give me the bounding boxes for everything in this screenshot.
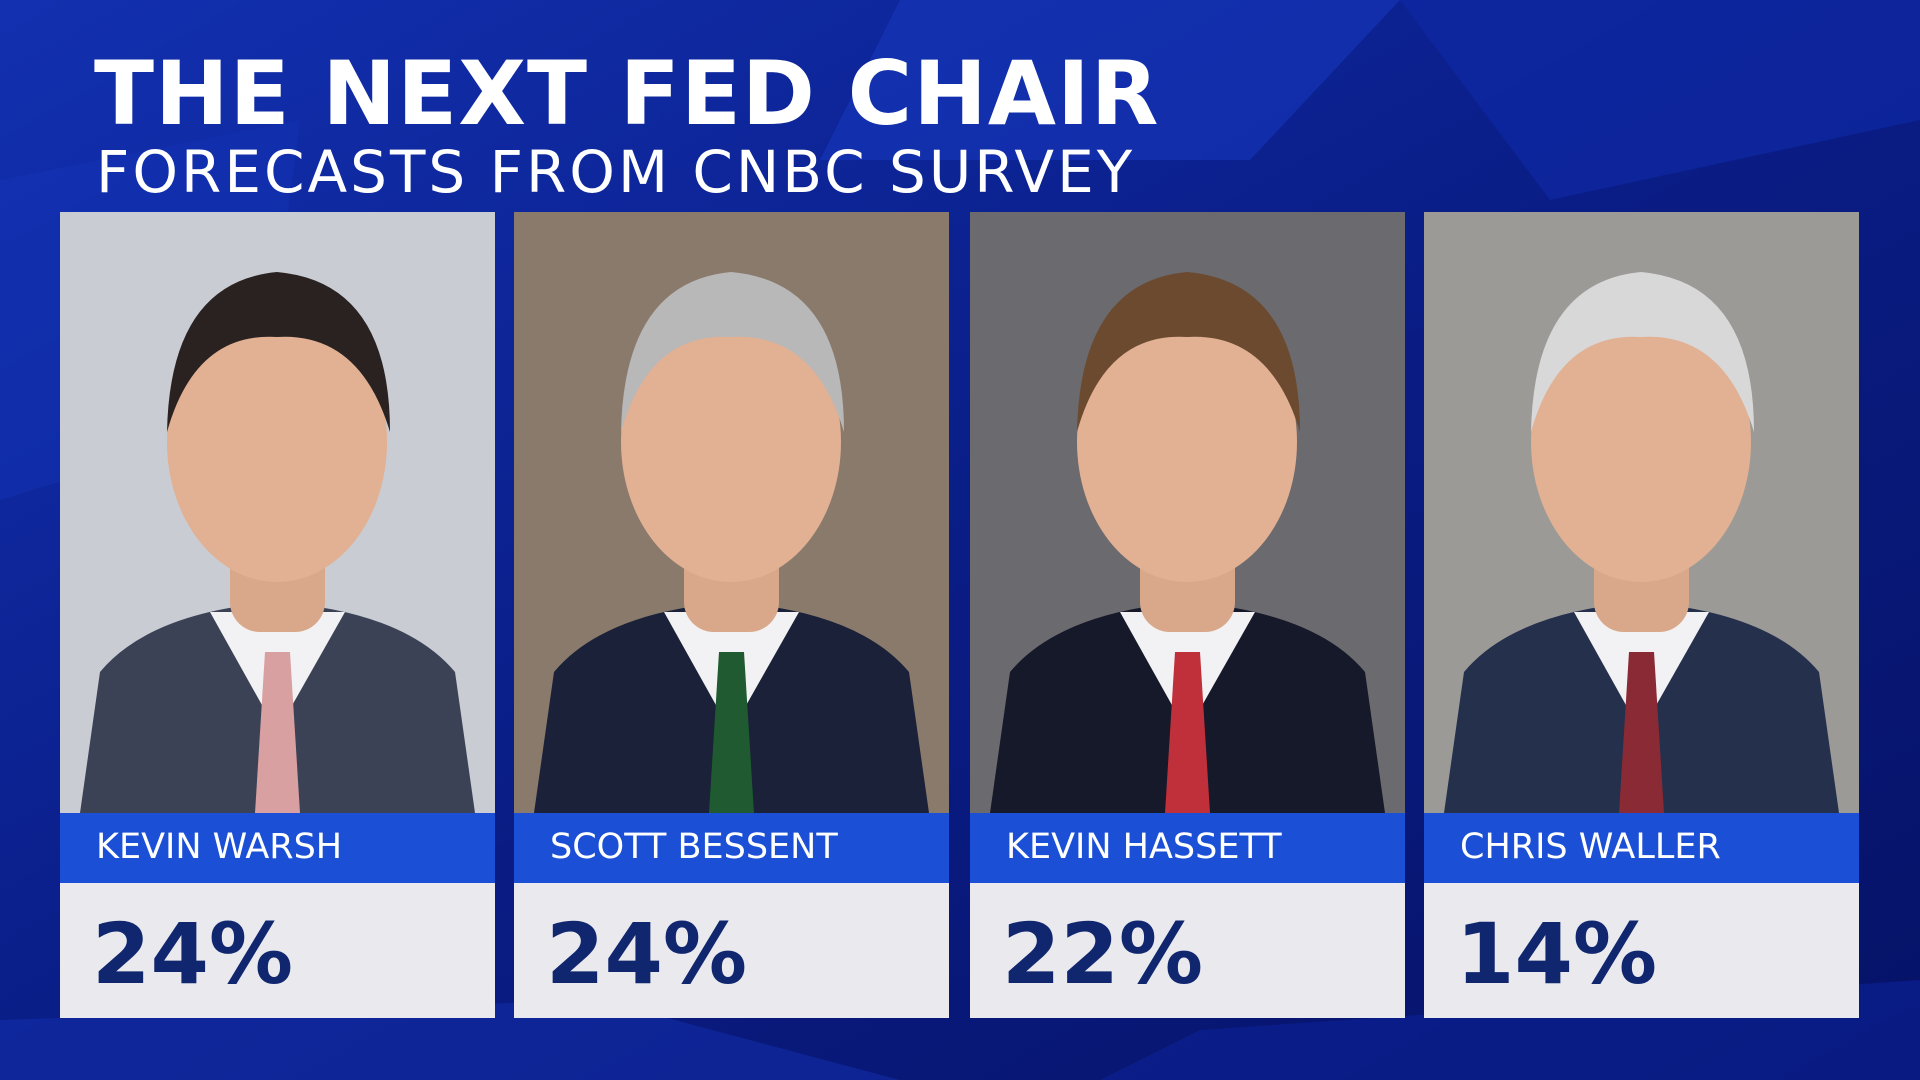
candidate-card: CHRIS WALLER 14% — [1424, 212, 1859, 1018]
portrait-shape — [621, 272, 844, 432]
value-panel: 24% — [60, 883, 495, 1018]
portrait-shape — [167, 302, 387, 582]
forecast-share: 24% — [92, 905, 294, 1003]
candidate-card: KEVIN WARSH 24% — [60, 212, 495, 1018]
candidate-card: KEVIN HASSETT 22% — [970, 212, 1405, 1018]
portrait-shape — [1619, 652, 1664, 813]
portrait-shape — [709, 652, 754, 813]
name-band: KEVIN WARSH — [60, 813, 495, 883]
title: THE NEXT FED CHAIR — [94, 42, 1160, 145]
forecast-share: 22% — [1002, 905, 1204, 1003]
candidate-name: CHRIS WALLER — [1460, 827, 1721, 867]
portrait-shape — [167, 272, 390, 432]
portrait-shape — [1165, 652, 1210, 813]
candidate-name: SCOTT BESSENT — [550, 827, 838, 867]
value-panel: 24% — [514, 883, 949, 1018]
portrait-shape — [255, 652, 300, 813]
portrait-shape — [1077, 302, 1297, 582]
portrait — [970, 212, 1405, 813]
portrait-shape — [621, 302, 841, 582]
portrait-shape — [1077, 272, 1300, 432]
value-panel: 14% — [1424, 883, 1859, 1018]
portrait — [60, 212, 495, 813]
name-band: CHRIS WALLER — [1424, 813, 1859, 883]
subtitle: FORECASTS FROM CNBC SURVEY — [96, 138, 1136, 206]
candidate-name: KEVIN WARSH — [96, 827, 343, 867]
name-band: SCOTT BESSENT — [514, 813, 949, 883]
candidate-card: SCOTT BESSENT 24% — [514, 212, 949, 1018]
value-panel: 22% — [970, 883, 1405, 1018]
forecast-share: 14% — [1456, 905, 1658, 1003]
forecast-share: 24% — [546, 905, 748, 1003]
candidate-name: KEVIN HASSETT — [1006, 827, 1282, 867]
portrait — [514, 212, 949, 813]
portrait-shape — [1531, 302, 1751, 582]
portrait-shape — [1531, 272, 1754, 432]
portrait — [1424, 212, 1859, 813]
name-band: KEVIN HASSETT — [970, 813, 1405, 883]
